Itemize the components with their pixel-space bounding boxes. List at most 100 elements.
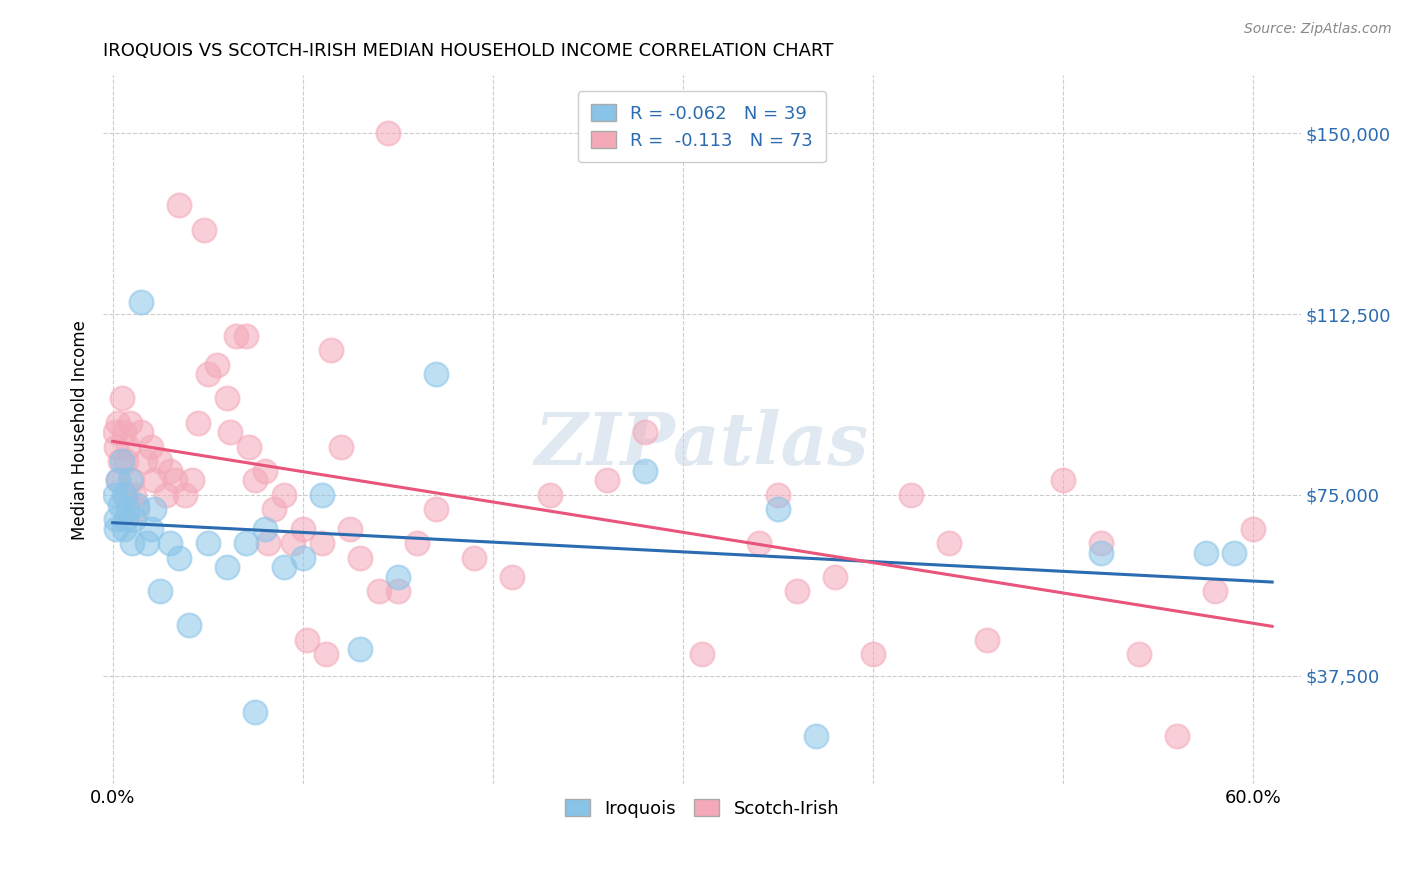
Point [245, 705, 267, 719]
Point [149, 584, 172, 599]
Point [786, 584, 808, 599]
Point [167, 550, 190, 565]
Point [367, 584, 389, 599]
Point [387, 584, 409, 599]
Point [103, 488, 125, 502]
Point [181, 474, 204, 488]
Point [1128, 647, 1150, 661]
Point [107, 416, 129, 430]
Point [110, 454, 132, 468]
Point [766, 502, 789, 516]
Point [425, 368, 447, 382]
Point [129, 295, 152, 310]
Point [283, 536, 305, 550]
Point [900, 488, 922, 502]
Point [690, 647, 713, 661]
Legend: Iroquois, Scotch-Irish: Iroquois, Scotch-Irish [557, 792, 846, 825]
Point [107, 474, 129, 488]
Point [167, 198, 190, 212]
Point [501, 570, 523, 584]
Point [311, 488, 333, 502]
Point [111, 392, 134, 406]
Point [538, 488, 561, 502]
Point [215, 392, 238, 406]
Point [976, 632, 998, 647]
Point [159, 536, 181, 550]
Point [263, 502, 285, 516]
Point [311, 536, 333, 550]
Point [112, 522, 135, 536]
Point [118, 416, 141, 430]
Point [824, 570, 846, 584]
Point [149, 454, 172, 468]
Point [205, 358, 228, 372]
Point [1052, 474, 1074, 488]
Point [862, 647, 884, 661]
Text: Source: ZipAtlas.com: Source: ZipAtlas.com [1244, 22, 1392, 37]
Point [425, 502, 447, 516]
Text: ZIPatlas: ZIPatlas [534, 409, 869, 480]
Point [405, 536, 427, 550]
Point [1166, 729, 1188, 743]
Point [377, 126, 399, 140]
Point [321, 343, 343, 358]
Point [115, 512, 138, 526]
Text: IROQUOIS VS SCOTCH-IRISH MEDIAN HOUSEHOLD INCOME CORRELATION CHART: IROQUOIS VS SCOTCH-IRISH MEDIAN HOUSEHOL… [103, 42, 834, 60]
Point [634, 425, 657, 440]
Point [596, 474, 619, 488]
Point [1204, 584, 1226, 599]
Point [197, 536, 219, 550]
Point [143, 474, 166, 488]
Point [1241, 522, 1264, 536]
Point [339, 522, 361, 536]
Point [139, 440, 162, 454]
Point [235, 536, 257, 550]
Point [291, 522, 314, 536]
Point [215, 560, 238, 574]
Point [115, 454, 138, 468]
Point [117, 440, 139, 454]
Point [127, 502, 149, 516]
Point [165, 474, 187, 488]
Point [135, 536, 157, 550]
Point [112, 488, 135, 502]
Point [349, 550, 371, 565]
Point [463, 550, 485, 565]
Point [804, 729, 827, 743]
Point [349, 642, 371, 657]
Point [273, 488, 295, 502]
Point [329, 440, 352, 454]
Point [245, 474, 267, 488]
Point [197, 368, 219, 382]
Point [112, 425, 135, 440]
Point [238, 440, 260, 454]
Point [219, 425, 242, 440]
Point [105, 512, 128, 526]
Point [235, 328, 257, 343]
Point [155, 488, 177, 502]
Point [129, 425, 152, 440]
Point [118, 474, 141, 488]
Point [127, 498, 149, 512]
Point [766, 488, 789, 502]
Point [387, 570, 409, 584]
Point [143, 502, 166, 516]
Point [748, 536, 770, 550]
Point [159, 464, 181, 478]
Point [295, 632, 318, 647]
Point [291, 550, 314, 565]
Point [177, 618, 200, 632]
Point [110, 498, 132, 512]
Point [117, 502, 139, 516]
Point [257, 536, 280, 550]
Point [139, 522, 162, 536]
Point [134, 454, 156, 468]
Point [253, 464, 276, 478]
Point [122, 512, 145, 526]
Point [122, 488, 145, 502]
Point [193, 222, 215, 236]
Point [273, 560, 295, 574]
Point [1194, 546, 1216, 560]
Point [121, 536, 143, 550]
Point [187, 416, 209, 430]
